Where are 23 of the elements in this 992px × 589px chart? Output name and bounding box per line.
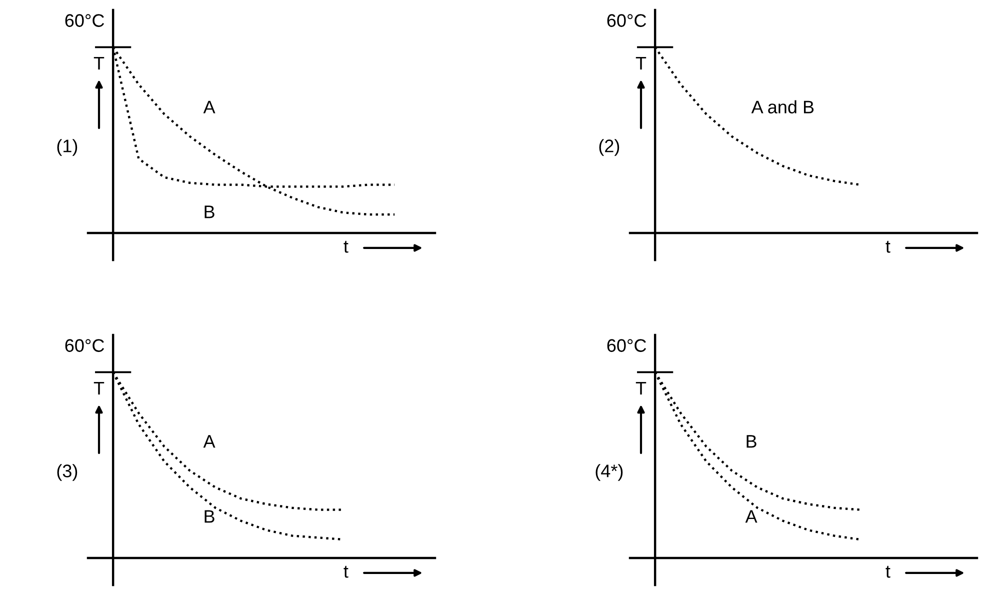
series-label: A: [745, 510, 758, 523]
text: (2): [599, 139, 620, 156]
series-label: B: [204, 510, 214, 523]
y-axis-title: T: [94, 57, 104, 70]
x-axis-title: t: [886, 240, 890, 253]
text: 60°C: [607, 14, 646, 27]
series-label: A and B: [751, 100, 814, 114]
y-axis-title: T: [636, 57, 646, 70]
x-axis-title: t: [344, 566, 348, 578]
y-axis-title: T: [636, 382, 646, 394]
series-label: A: [203, 435, 216, 448]
series-label: B: [746, 435, 756, 448]
x-axis-title: t: [886, 566, 890, 578]
y-axis-title: T: [94, 382, 104, 394]
series-label: A: [203, 100, 216, 114]
text: 60°C: [607, 339, 646, 352]
text: (1): [57, 139, 78, 156]
x-axis-title: t: [344, 240, 348, 253]
text: 60°C: [65, 14, 104, 27]
series-label: B: [204, 206, 214, 218]
text: (4*): [596, 464, 623, 481]
text: 60°C: [65, 339, 104, 352]
text: (3): [57, 464, 78, 481]
